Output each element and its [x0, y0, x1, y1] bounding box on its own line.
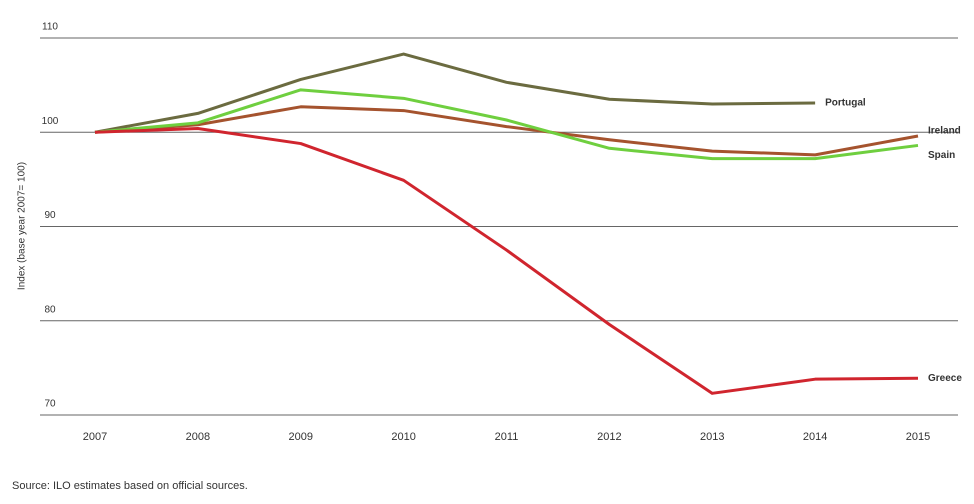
x-tick-label: 2013 — [700, 431, 724, 443]
y-tick-label: 100 — [42, 116, 59, 127]
y-tick-label: 80 — [44, 304, 56, 315]
y-tick-label: 110 — [42, 22, 58, 33]
series-line — [94, 126, 919, 395]
series-line — [94, 88, 919, 161]
series-line — [94, 105, 919, 157]
x-tick-label: 2012 — [597, 431, 621, 443]
series-label: Portugal — [825, 98, 866, 109]
x-tick-label: 2015 — [906, 431, 930, 443]
source-note: Source: ILO estimates based on official … — [12, 480, 248, 492]
x-tick-label: 2010 — [391, 431, 415, 443]
series-label: Ireland — [928, 126, 961, 137]
y-tick-label: 90 — [44, 210, 56, 221]
x-tick-label: 2011 — [495, 431, 519, 443]
y-axis-label: Index (base year 2007= 100) — [17, 162, 28, 290]
series-line — [94, 52, 816, 134]
x-tick-label: 2009 — [289, 431, 313, 443]
series-label: Greece — [928, 373, 962, 384]
x-tick-label: 2014 — [803, 431, 827, 443]
series-label: Spain — [928, 150, 955, 161]
x-tick-label: 2007 — [83, 431, 107, 443]
x-tick-label: 2008 — [186, 431, 210, 443]
y-tick-label: 70 — [44, 399, 56, 410]
